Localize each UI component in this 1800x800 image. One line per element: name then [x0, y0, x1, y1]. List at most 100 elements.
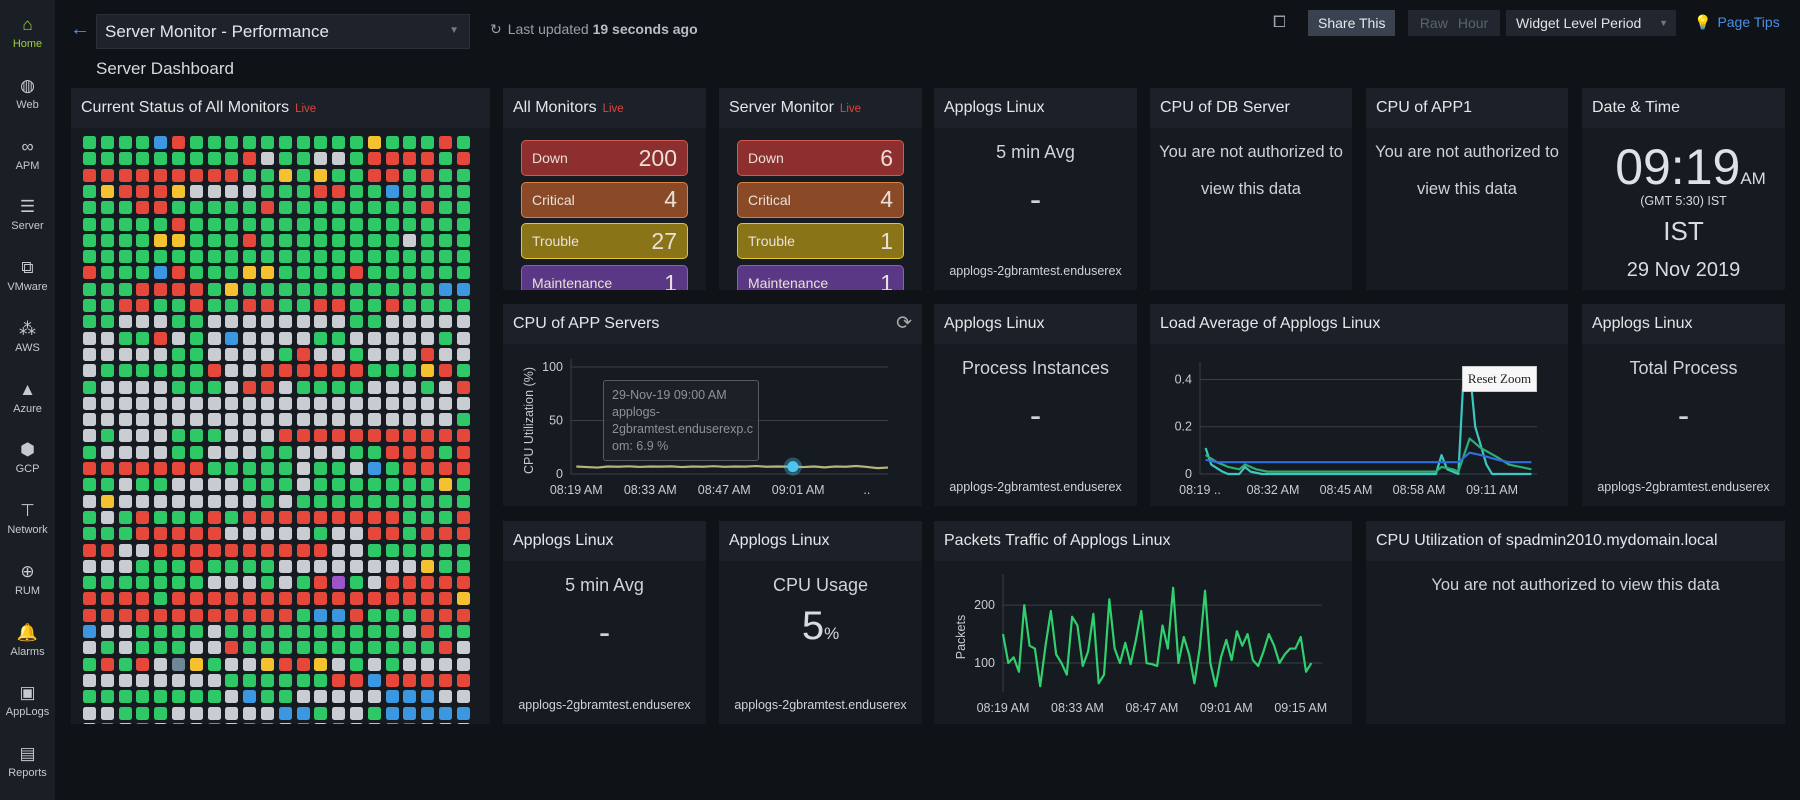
monitor-status-cell[interactable] — [314, 233, 328, 247]
monitor-status-cell[interactable] — [225, 625, 239, 638]
monitor-status-cell[interactable] — [385, 266, 399, 280]
monitor-status-cell[interactable] — [154, 396, 168, 410]
monitor-status-cell[interactable] — [439, 592, 452, 606]
monitor-status-cell[interactable] — [118, 299, 132, 312]
monitor-status-cell[interactable] — [367, 445, 381, 459]
monitor-status-cell[interactable] — [189, 527, 203, 541]
monitor-status-cell[interactable] — [367, 527, 381, 541]
monitor-status-cell[interactable] — [100, 690, 114, 704]
monitor-status-cell[interactable] — [350, 673, 363, 687]
monitor-status-cell[interactable] — [83, 608, 96, 622]
monitor-status-cell[interactable] — [154, 445, 168, 459]
monitor-status-cell[interactable] — [385, 445, 399, 459]
monitor-status-cell[interactable] — [403, 576, 417, 590]
monitor-status-cell[interactable] — [100, 315, 114, 329]
monitor-status-cell[interactable] — [332, 429, 346, 443]
monitor-status-cell[interactable] — [207, 608, 221, 622]
monitor-status-cell[interactable] — [403, 396, 417, 410]
monitor-status-cell[interactable] — [385, 722, 399, 724]
monitor-status-cell[interactable] — [207, 706, 221, 720]
monitor-status-cell[interactable] — [367, 184, 381, 198]
monitor-status-cell[interactable] — [225, 608, 239, 622]
monitor-status-cell[interactable] — [261, 396, 274, 410]
monitor-status-cell[interactable] — [385, 315, 399, 329]
monitor-status-cell[interactable] — [83, 625, 96, 638]
monitor-status-cell[interactable] — [118, 396, 132, 410]
monitor-status-cell[interactable] — [207, 184, 221, 198]
monitor-status-cell[interactable] — [439, 250, 452, 264]
monitor-status-cell[interactable] — [118, 282, 132, 296]
monitor-status-cell[interactable] — [100, 673, 114, 687]
monitor-status-cell[interactable] — [83, 510, 96, 524]
monitor-status-cell[interactable] — [118, 364, 132, 378]
monitor-status-cell[interactable] — [100, 478, 114, 492]
monitor-status-cell[interactable] — [172, 282, 185, 296]
monitor-status-cell[interactable] — [456, 445, 470, 459]
monitor-status-cell[interactable] — [261, 527, 274, 541]
monitor-status-cell[interactable] — [207, 347, 221, 361]
monitor-status-cell[interactable] — [332, 331, 346, 345]
monitor-status-cell[interactable] — [456, 250, 470, 264]
monitor-status-cell[interactable] — [296, 380, 310, 394]
monitor-status-cell[interactable] — [261, 592, 274, 606]
monitor-status-cell[interactable] — [189, 510, 203, 524]
monitor-status-cell[interactable] — [172, 364, 185, 378]
monitor-status-cell[interactable] — [154, 413, 168, 427]
monitor-status-cell[interactable] — [225, 527, 239, 541]
monitor-status-cell[interactable] — [367, 657, 381, 671]
monitor-status-cell[interactable] — [332, 722, 346, 724]
monitor-status-cell[interactable] — [207, 380, 221, 394]
monitor-status-cell[interactable] — [136, 217, 150, 231]
monitor-status-cell[interactable] — [314, 592, 328, 606]
monitor-status-cell[interactable] — [243, 299, 257, 312]
monitor-status-cell[interactable] — [261, 429, 274, 443]
monitor-status-cell[interactable] — [296, 527, 310, 541]
monitor-status-cell[interactable] — [456, 690, 470, 704]
monitor-status-cell[interactable] — [439, 413, 452, 427]
monitor-status-cell[interactable] — [172, 657, 185, 671]
monitor-status-cell[interactable] — [350, 250, 363, 264]
monitor-status-cell[interactable] — [439, 396, 452, 410]
monitor-status-cell[interactable] — [172, 543, 185, 557]
monitor-status-cell[interactable] — [225, 217, 239, 231]
monitor-status-cell[interactable] — [278, 184, 292, 198]
monitor-status-cell[interactable] — [100, 168, 114, 182]
monitor-status-cell[interactable] — [278, 576, 292, 590]
monitor-status-cell[interactable] — [403, 592, 417, 606]
monitor-status-cell[interactable] — [296, 315, 310, 329]
monitor-status-cell[interactable] — [421, 299, 435, 312]
monitor-status-cell[interactable] — [189, 478, 203, 492]
monitor-status-cell[interactable] — [207, 331, 221, 345]
monitor-status-cell[interactable] — [243, 429, 257, 443]
monitor-status-cell[interactable] — [261, 445, 274, 459]
monitor-status-cell[interactable] — [439, 168, 452, 182]
monitor-status-cell[interactable] — [118, 478, 132, 492]
monitor-status-cell[interactable] — [350, 152, 363, 166]
monitor-status-cell[interactable] — [100, 608, 114, 622]
monitor-status-cell[interactable] — [421, 233, 435, 247]
monitor-status-cell[interactable] — [225, 184, 239, 198]
monitor-status-cell[interactable] — [367, 625, 381, 638]
monitor-status-cell[interactable] — [172, 299, 185, 312]
monitor-status-cell[interactable] — [456, 706, 470, 720]
monitor-status-cell[interactable] — [189, 233, 203, 247]
monitor-status-cell[interactable] — [314, 396, 328, 410]
monitor-status-cell[interactable] — [421, 266, 435, 280]
monitor-status-cell[interactable] — [243, 559, 257, 573]
monitor-status-cell[interactable] — [367, 201, 381, 215]
monitor-status-cell[interactable] — [385, 462, 399, 475]
monitor-status-cell[interactable] — [136, 380, 150, 394]
monitor-status-cell[interactable] — [350, 722, 363, 724]
monitor-status-cell[interactable] — [172, 429, 185, 443]
monitor-status-cell[interactable] — [118, 706, 132, 720]
monitor-status-cell[interactable] — [278, 657, 292, 671]
monitor-status-cell[interactable] — [189, 592, 203, 606]
monitor-status-cell[interactable] — [314, 413, 328, 427]
monitor-status-cell[interactable] — [403, 527, 417, 541]
monitor-status-cell[interactable] — [439, 494, 452, 508]
monitor-status-cell[interactable] — [278, 494, 292, 508]
monitor-status-cell[interactable] — [118, 315, 132, 329]
monitor-status-cell[interactable] — [403, 494, 417, 508]
monitor-status-cell[interactable] — [314, 543, 328, 557]
monitor-status-cell[interactable] — [136, 673, 150, 687]
